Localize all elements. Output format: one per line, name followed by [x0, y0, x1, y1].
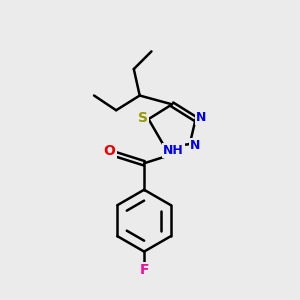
Text: F: F	[140, 263, 149, 277]
Text: N: N	[190, 139, 200, 152]
Text: NH: NH	[163, 144, 184, 158]
Text: S: S	[138, 111, 148, 124]
Text: O: O	[104, 144, 116, 158]
Text: N: N	[196, 111, 207, 124]
